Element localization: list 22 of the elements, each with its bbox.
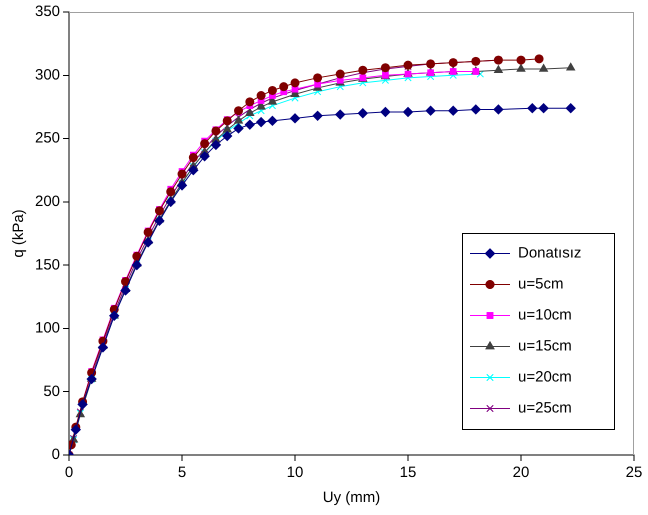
y-tick-label: 0: [52, 446, 60, 464]
x-tick-label: 25: [626, 464, 642, 482]
y-tick-label: 50: [43, 382, 60, 400]
legend-label: u=25cm: [518, 400, 572, 417]
y-tick-label: 100: [34, 320, 60, 337]
y-tick-label: 350: [34, 3, 60, 20]
legend-label: Donatısız: [518, 244, 582, 262]
x-axis-title: Uy (mm): [322, 489, 380, 506]
x-tick-label: 15: [400, 464, 416, 482]
y-tick-label: 150: [34, 256, 60, 274]
y-tick-label: 300: [34, 66, 60, 84]
x-tick-label: 20: [512, 464, 530, 482]
legend-label: u=5cm: [518, 276, 564, 293]
x-tick-label: 10: [286, 464, 304, 482]
legend-label: u=10cm: [518, 306, 572, 324]
y-tick-label: 250: [34, 130, 60, 147]
x-tick-label: 0: [64, 464, 74, 482]
y-tick-label: 200: [34, 193, 60, 210]
legend-label: u=15cm: [518, 338, 572, 355]
legend-label: u=20cm: [518, 368, 572, 386]
y-axis-title: q (kPa): [10, 209, 28, 258]
x-tick-label: 5: [178, 464, 186, 482]
